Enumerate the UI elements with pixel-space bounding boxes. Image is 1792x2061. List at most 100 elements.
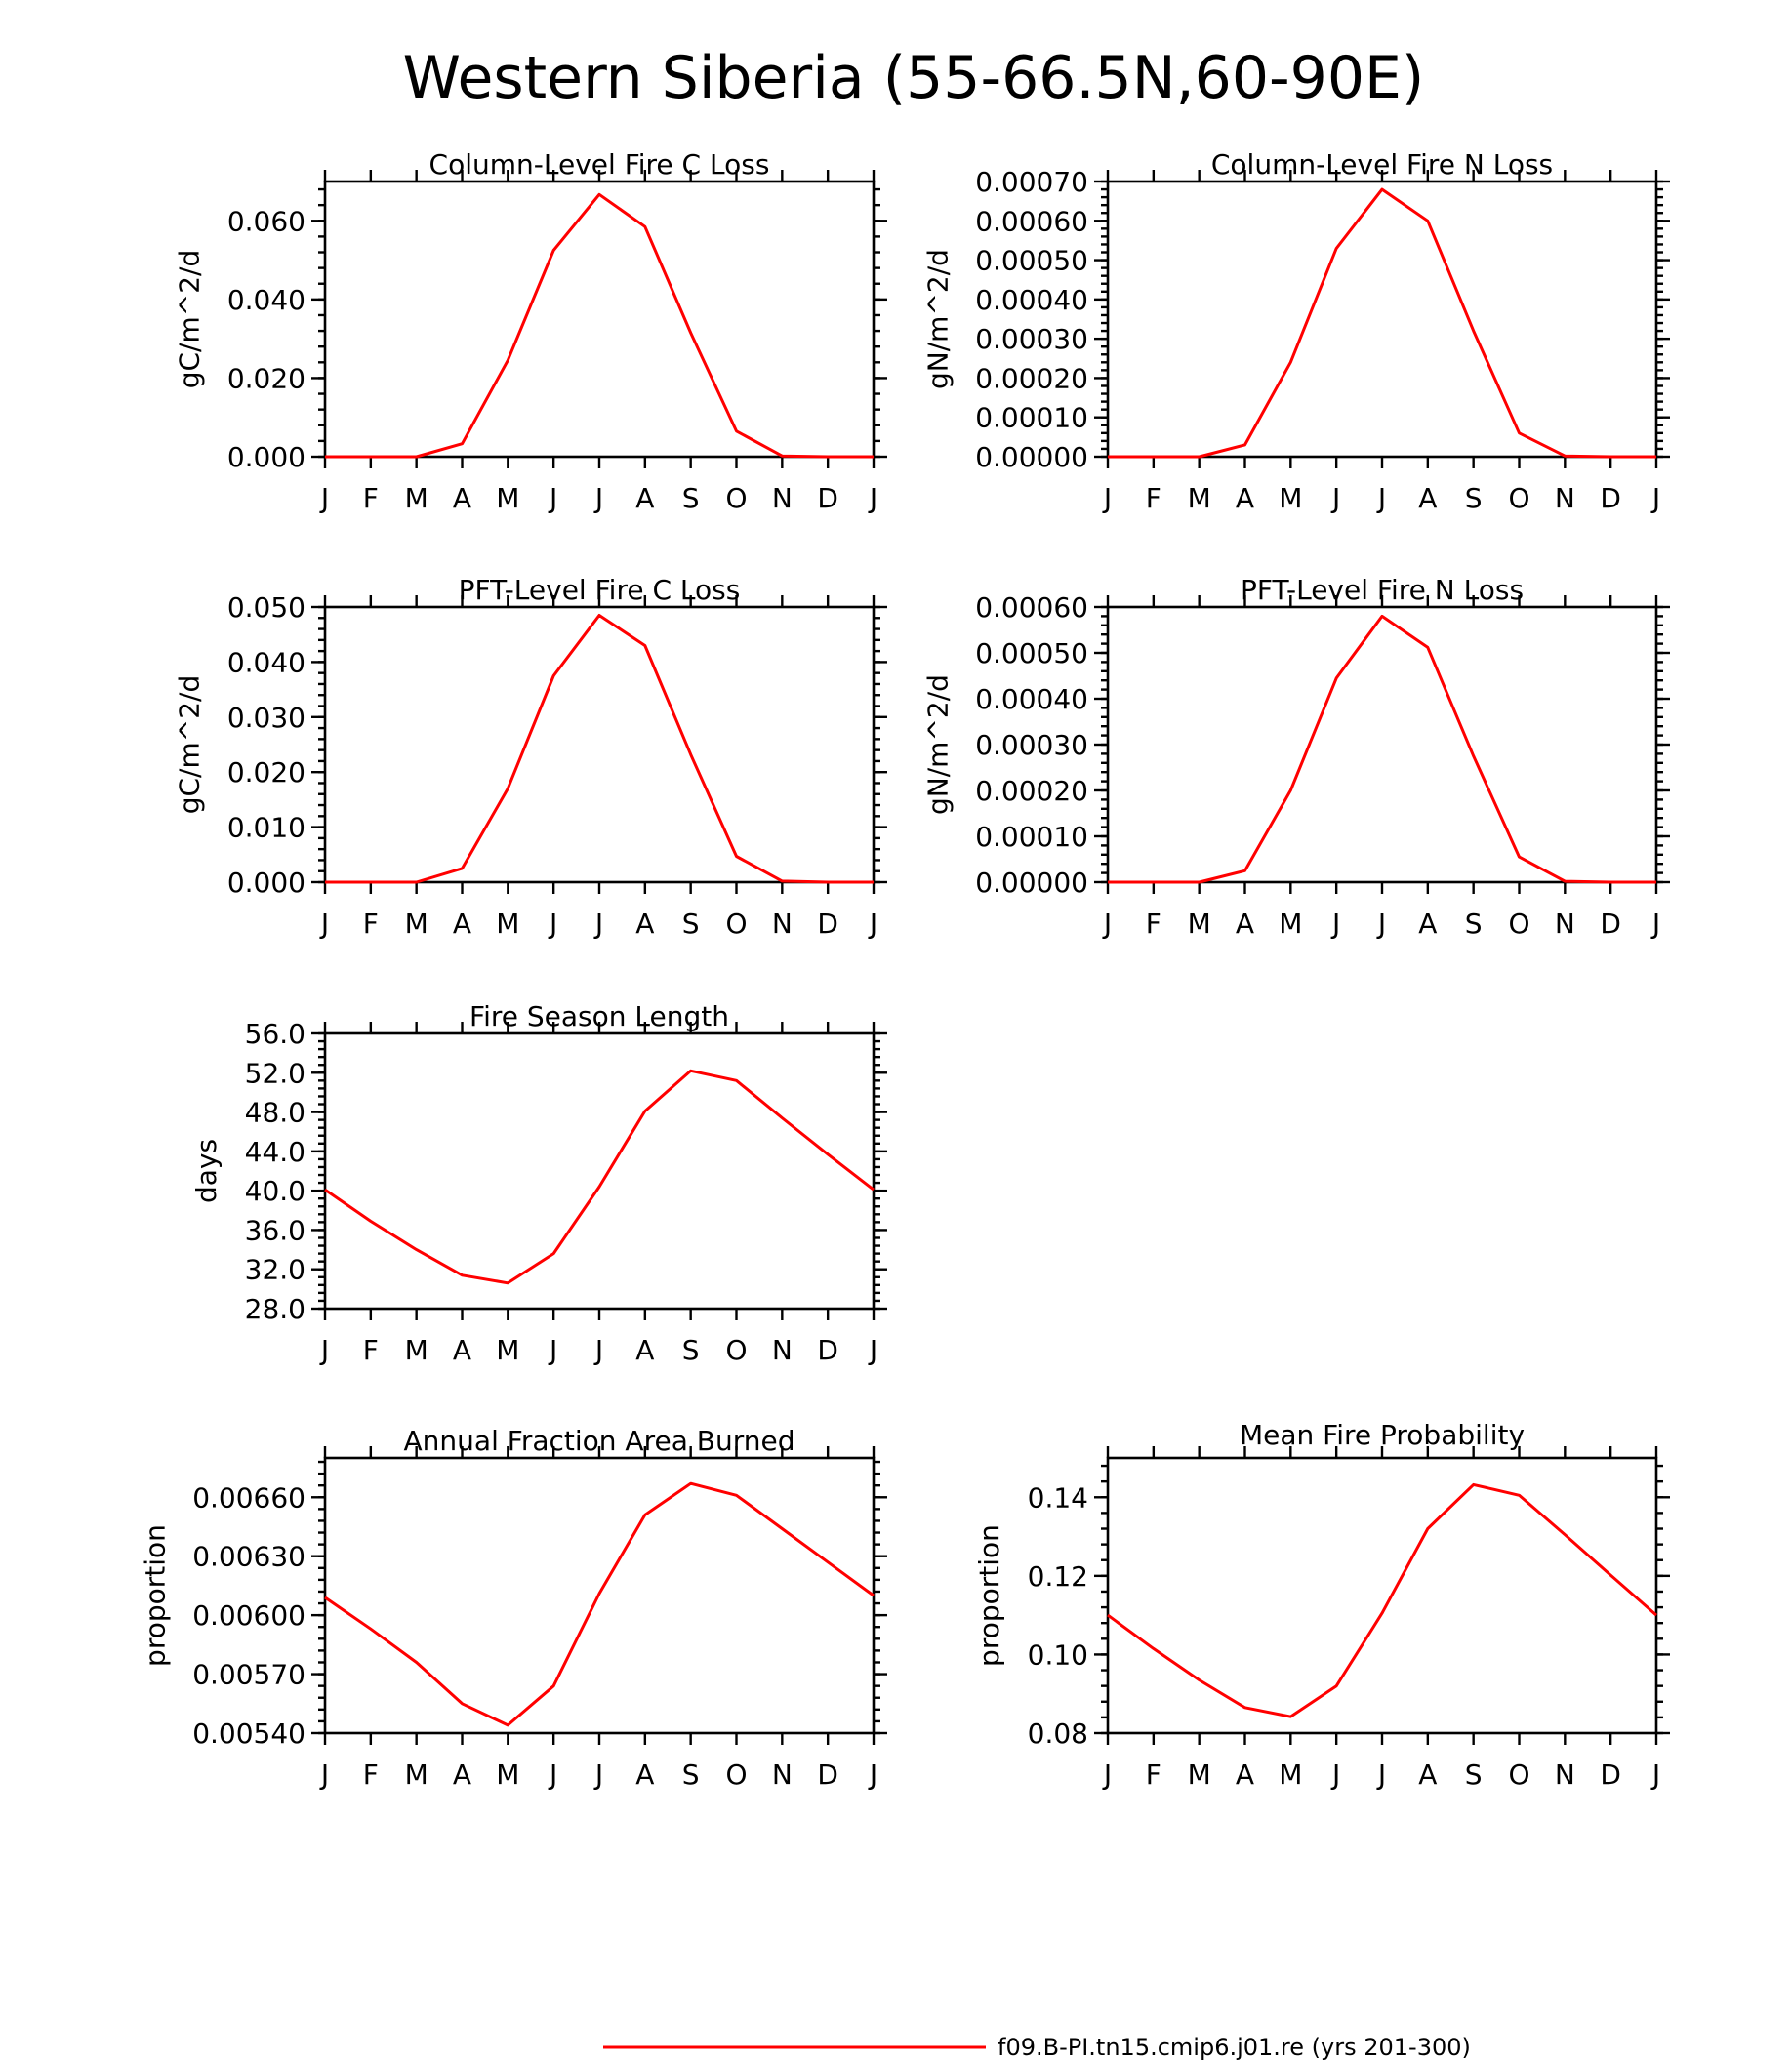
x-tick-label: J [1102, 482, 1112, 514]
x-tick-label: D [817, 482, 838, 514]
x-tick-label: S [682, 908, 700, 940]
legend-label: f09.B-PI.tn15.cmip6.j01.re (yrs 201-300) [998, 2034, 1471, 2061]
x-tick-label: A [1236, 482, 1254, 514]
panel-title: Column-Level Fire N Loss [1211, 148, 1553, 181]
x-tick-label: J [593, 1334, 603, 1366]
y-axis-label: days [190, 1139, 223, 1203]
x-tick-label: D [817, 1758, 838, 1791]
x-tick-label: A [1236, 908, 1254, 940]
x-tick-label: M [1279, 482, 1302, 514]
x-tick-label: J [319, 482, 329, 514]
plot-frame [323, 180, 876, 459]
x-tick-label: O [725, 1334, 747, 1366]
x-tick-label: J [593, 908, 603, 940]
x-tick-label: J [593, 482, 603, 514]
y-tick-label: 0.00060 [975, 591, 1088, 624]
y-tick-label: 36.0 [245, 1214, 305, 1246]
x-tick-label: F [1146, 1758, 1161, 1791]
x-tick-label: A [635, 908, 654, 940]
panel-annual-fraction-area-burned: J F M A M J J A S O N D J0.005400.005700.006000.0063… [140, 1425, 887, 1791]
x-tick-label: M [1279, 908, 1302, 940]
x-tick-label: F [363, 908, 379, 940]
x-tick-label: F [1146, 482, 1161, 514]
y-tick-label: 28.0 [245, 1293, 305, 1325]
x-tick-label: D [1600, 482, 1621, 514]
y-tick-label: 48.0 [245, 1097, 305, 1129]
x-tick-label: O [725, 908, 747, 940]
panel-pft-level-fire-c-loss: J F M A M J J A S O N D J0.0000.0100.0200.0300.0400.… [174, 574, 887, 940]
x-tick-label: O [1508, 908, 1529, 940]
y-tick-label: 0.08 [1028, 1718, 1088, 1750]
x-tick-label: J [1102, 1758, 1112, 1791]
x-tick-label: A [453, 1758, 471, 1791]
y-tick-label: 0.10 [1028, 1638, 1088, 1671]
x-tick-label: S [1465, 1758, 1483, 1791]
x-tick-label: J [1330, 908, 1340, 940]
panel-title: Annual Fraction Area Burned [404, 1425, 795, 1457]
panel-fire-season-length: J F M A M J J A S O N D J28.032.036.040.044.048.052.… [190, 1000, 887, 1366]
y-tick-label: 0.00020 [975, 775, 1088, 807]
x-tick-label: A [1418, 908, 1437, 940]
y-tick-label: 0.00030 [975, 323, 1088, 355]
x-tick-label: M [496, 1334, 519, 1366]
x-tick-label: N [772, 908, 793, 940]
y-tick-label: 0.020 [227, 756, 305, 788]
x-tick-label: N [1555, 482, 1575, 514]
series-line [325, 192, 874, 459]
y-tick-label: 56.0 [245, 1018, 305, 1050]
x-tick-label: M [496, 908, 519, 940]
x-tick-label: J [548, 1758, 557, 1791]
x-tick-label: M [496, 1758, 519, 1791]
y-tick-label: 0.00020 [975, 362, 1088, 394]
plot-frame [323, 605, 876, 884]
y-tick-label: 0.00010 [975, 402, 1088, 434]
x-tick-label: M [1188, 908, 1211, 940]
panel-title: Fire Season Length [469, 1000, 729, 1032]
x-tick-label: J [1650, 482, 1660, 514]
x-tick-label: S [682, 1758, 700, 1791]
y-tick-label: 0.020 [227, 362, 305, 394]
y-tick-label: 0.060 [227, 205, 305, 237]
x-tick-label: J [1650, 908, 1660, 940]
x-tick-label: F [363, 1334, 379, 1366]
x-tick-label: J [593, 1758, 603, 1791]
x-tick-label: J [868, 908, 877, 940]
x-tick-label: J [1376, 908, 1386, 940]
y-axis-label: gN/m^2/d [922, 249, 955, 389]
x-tick-label: M [405, 908, 428, 940]
x-tick-label: S [1465, 908, 1483, 940]
figure-title: Western Siberia (55-66.5N,60-90E) [403, 44, 1425, 112]
x-tick-label: N [772, 1334, 793, 1366]
x-tick-label: N [772, 1758, 793, 1791]
y-tick-label: 0.00570 [192, 1659, 305, 1691]
panel-pft-level-fire-n-loss: J F M A M J J A S O N D J0.000000.000100.000200.0003… [922, 574, 1670, 940]
plot-frame [1106, 605, 1658, 884]
series-line [1108, 614, 1656, 884]
x-tick-label: A [1418, 482, 1437, 514]
x-tick-label: F [1146, 908, 1161, 940]
y-tick-label: 44.0 [245, 1136, 305, 1168]
y-tick-label: 0.00060 [975, 205, 1088, 237]
plot-frame [1106, 1456, 1658, 1735]
x-tick-label: J [548, 908, 557, 940]
y-tick-label: 0.00540 [192, 1718, 305, 1750]
y-tick-label: 52.0 [245, 1057, 305, 1089]
x-tick-label: O [725, 1758, 747, 1791]
y-tick-label: 0.030 [227, 702, 305, 734]
y-tick-label: 0.00600 [192, 1599, 305, 1632]
panel-title: Mean Fire Probability [1240, 1419, 1525, 1451]
x-tick-label: J [868, 1758, 877, 1791]
x-tick-label: A [635, 482, 654, 514]
x-tick-label: S [682, 1334, 700, 1366]
x-tick-label: J [1650, 1758, 1660, 1791]
x-tick-label: A [635, 1758, 654, 1791]
y-tick-label: 0.00050 [975, 245, 1088, 277]
y-tick-label: 0.00660 [192, 1481, 305, 1514]
x-tick-label: J [1330, 482, 1340, 514]
x-tick-label: M [1188, 1758, 1211, 1791]
series-line [1107, 1482, 1657, 1718]
x-tick-label: M [405, 1758, 428, 1791]
y-tick-label: 40.0 [245, 1175, 305, 1207]
